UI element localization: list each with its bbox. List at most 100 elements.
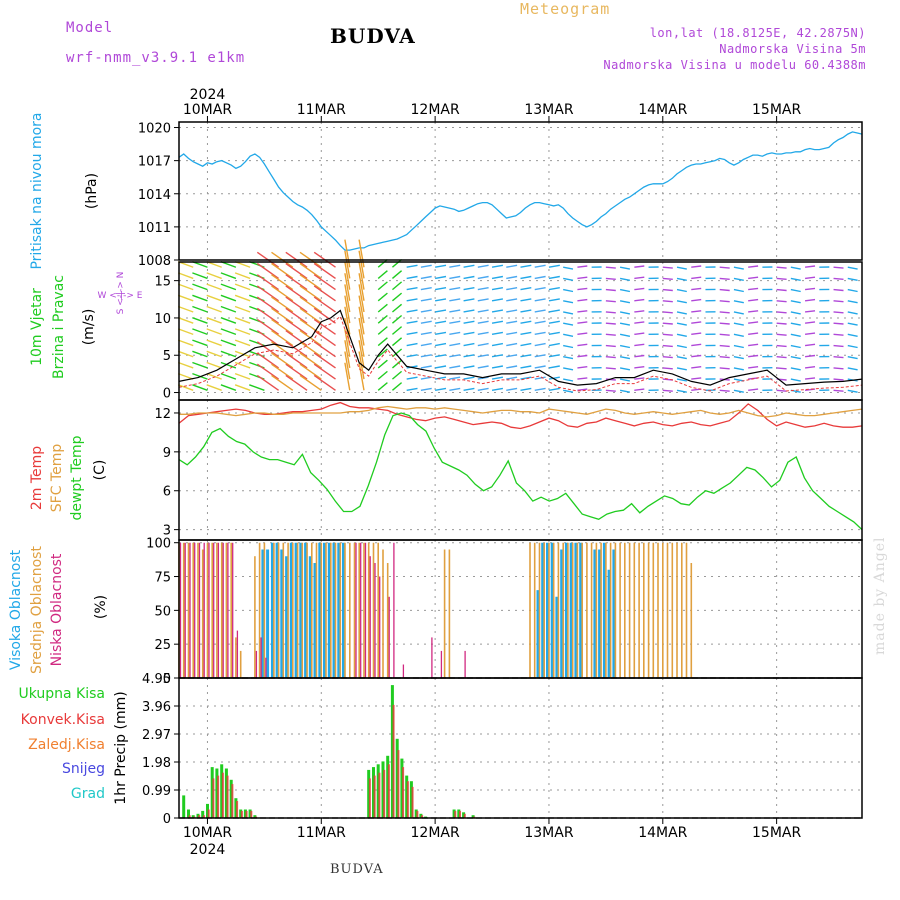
wind-arrow xyxy=(790,288,801,293)
wind-arrow xyxy=(449,331,461,336)
bottom-year-label: 2024 xyxy=(190,842,226,858)
wind-arrow xyxy=(506,298,518,302)
cloud-axis-label-low: Niska Oblacnost xyxy=(49,553,65,666)
wind-arrow xyxy=(634,366,645,369)
wind-arrow xyxy=(491,275,504,280)
wind-arrow xyxy=(847,288,858,293)
precip-legend-label: Snijeg xyxy=(62,761,105,777)
wind-arrow xyxy=(344,329,351,357)
wind-arrow xyxy=(256,318,280,335)
wind-arrow xyxy=(313,307,336,324)
wind-arrow xyxy=(676,288,687,293)
precip-total-bar xyxy=(187,809,190,818)
wind-arrow xyxy=(449,320,461,324)
wind-arrow xyxy=(477,320,489,324)
wind-arrow xyxy=(477,387,489,391)
pressure-tick-label: 1008 xyxy=(138,254,171,269)
precip-conv-bar xyxy=(402,767,405,818)
pressure-tick-label: 1020 xyxy=(138,122,171,137)
precip-total-bar xyxy=(390,685,394,818)
wind-arrow xyxy=(285,363,308,380)
wind-arrow xyxy=(234,384,251,391)
wind-arrow xyxy=(377,303,388,313)
wind-arrow xyxy=(377,337,388,347)
top-date-label: 12MAR xyxy=(411,102,460,118)
wind-arrow xyxy=(548,342,560,347)
wind-arrow xyxy=(285,330,308,347)
wind-arrow xyxy=(776,389,787,392)
wind-arrow xyxy=(748,366,759,369)
wind-arrow xyxy=(733,344,744,349)
wind-arrow xyxy=(833,288,844,292)
precip-conv-bar xyxy=(236,801,239,818)
precip-conv-bar xyxy=(378,772,381,818)
wind-arrow xyxy=(662,288,673,292)
cloud-tick-label: 25 xyxy=(154,638,171,653)
wind-arrow xyxy=(271,285,294,302)
wind-arrow xyxy=(534,387,546,391)
temp-unit-label: (C) xyxy=(92,460,108,481)
wind-arrow xyxy=(491,365,504,369)
wind-arrow xyxy=(563,333,574,337)
wind-arrow xyxy=(506,320,518,324)
precip-conv-bar xyxy=(231,784,234,818)
precip-total-bar xyxy=(224,768,228,818)
wind-arrow xyxy=(177,328,194,336)
wind-arrow xyxy=(847,322,858,326)
wind-arrow xyxy=(605,288,616,292)
wind-arrow xyxy=(847,311,858,315)
wind-arrow xyxy=(520,275,532,280)
wind-arrow xyxy=(733,389,744,393)
wind-arrow xyxy=(435,376,447,380)
temp-tick-label: 9 xyxy=(163,446,171,461)
wind-arrow xyxy=(619,356,631,360)
wind-arrow xyxy=(563,311,574,315)
wind-arrow xyxy=(463,320,475,324)
wind-arrow xyxy=(833,311,844,314)
wind-arrow xyxy=(676,311,687,315)
wind-arrow xyxy=(313,374,336,391)
wind-arrow xyxy=(847,300,858,304)
wind-arrow xyxy=(391,337,403,347)
wind-arrow xyxy=(563,378,574,382)
wind-arrow xyxy=(256,330,280,347)
wind-arrow xyxy=(733,322,744,326)
wind-arrow xyxy=(662,277,673,280)
precip-conv-bar xyxy=(240,810,243,818)
wind-arrow xyxy=(833,277,844,280)
wind-arrow xyxy=(344,295,351,324)
wind-arrow xyxy=(563,300,574,304)
wind-arrow xyxy=(234,283,251,291)
wind-arrow xyxy=(271,363,294,380)
wind-arrow xyxy=(391,314,403,324)
wind-arrow xyxy=(406,264,418,268)
wind-arrow xyxy=(534,376,546,380)
wind-arrow xyxy=(177,350,194,358)
model-name: wrf-nmm_v3.9.1 e1km xyxy=(66,50,246,66)
wind-arrow xyxy=(285,374,308,391)
wind-arrow xyxy=(299,318,322,335)
wind-unit-label: (m/s) xyxy=(81,309,97,346)
bottom-date-label: 13MAR xyxy=(524,825,573,841)
wind-arrow xyxy=(299,285,322,302)
wind-arrow xyxy=(676,266,687,270)
text-layer: 1008 1011 1014 1017 1020 0 5 10 15 3 6 9 12 0 25 50 75 10… xyxy=(8,87,801,858)
wind-arrow xyxy=(234,328,251,336)
wind-arrow xyxy=(256,352,280,369)
wind-arrow xyxy=(506,309,518,313)
wind-arrow xyxy=(691,265,702,268)
wind-arrow xyxy=(377,314,388,324)
wind-tick-label: 0 xyxy=(163,387,171,402)
wind-arrow xyxy=(463,365,475,369)
wind-arrow xyxy=(691,366,702,369)
wind-arrow xyxy=(662,356,673,359)
wind-arrow xyxy=(313,262,336,279)
precip-total-bar xyxy=(243,809,247,818)
wind-arrow xyxy=(563,322,574,326)
wind-arrow xyxy=(406,387,418,391)
wind-arrow xyxy=(577,343,588,347)
wind-arrow xyxy=(299,330,322,347)
wind-arrow xyxy=(220,328,237,336)
wind-arrow xyxy=(691,298,702,302)
wind-arrow xyxy=(662,300,673,303)
